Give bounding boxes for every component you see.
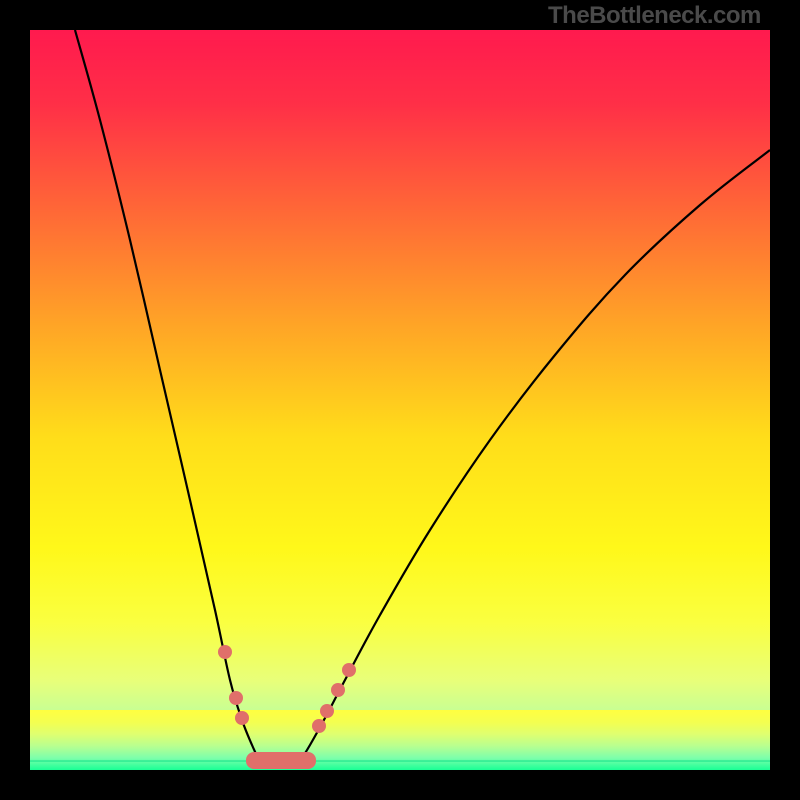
watermark-text: TheBottleneck.com bbox=[548, 2, 761, 30]
salmon-dot bbox=[331, 683, 345, 697]
salmon-dot bbox=[218, 645, 232, 659]
gradient-background bbox=[30, 30, 770, 770]
salmon-dot bbox=[342, 663, 356, 677]
salmon-dot bbox=[229, 691, 243, 705]
salmon-dot bbox=[312, 719, 326, 733]
salmon-pill bbox=[246, 752, 316, 769]
salmon-dot bbox=[235, 711, 249, 725]
salmon-dot bbox=[320, 704, 334, 718]
chart-svg bbox=[0, 0, 800, 800]
